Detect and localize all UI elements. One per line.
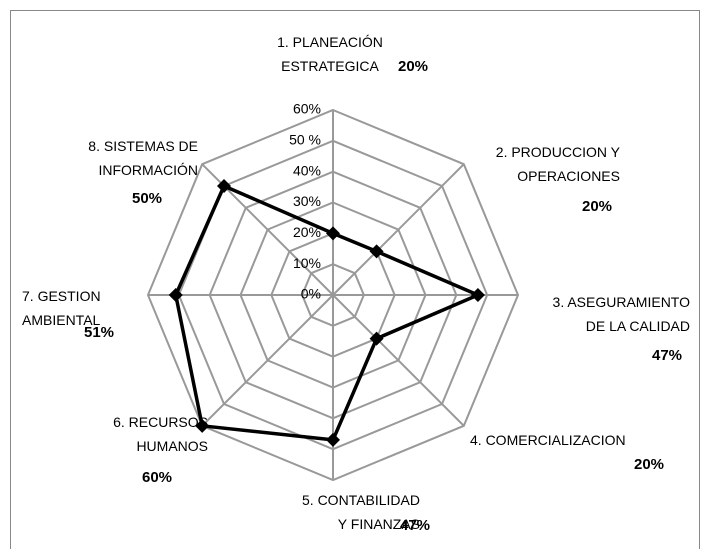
y-tick-label: 40% <box>293 162 321 178</box>
category-label: 8. SISTEMAS DE INFORMACIÓN <box>88 138 198 178</box>
category-label: 7. GESTION AMBIENTAL <box>22 288 101 328</box>
value-label: 47% <box>400 517 431 534</box>
y-tick-label: 20% <box>293 224 321 240</box>
category-label: 5. CONTABILIDAD Y FINANZAS <box>302 492 420 532</box>
category-label: 2. PRODUCCION Y OPERACIONES <box>495 144 620 184</box>
y-tick-label: 10% <box>293 255 321 271</box>
marker <box>369 244 384 259</box>
spoke <box>332 163 465 296</box>
y-tick-label: 30% <box>293 193 321 209</box>
marker <box>216 178 231 193</box>
category-label: 4. COMERCIALIZACION <box>470 432 626 448</box>
value-label: 47% <box>652 347 683 364</box>
marker <box>326 226 340 241</box>
marker <box>369 331 384 346</box>
value-label: 20% <box>634 456 665 473</box>
value-label: 20% <box>582 198 613 215</box>
value-label: 51% <box>84 324 115 341</box>
marker <box>470 288 485 302</box>
y-tick-label: 0% <box>301 286 321 302</box>
y-tick-label: 60% <box>293 101 321 117</box>
category-label: 3. ASEGURAMIENTO DE LA CALIDAD <box>552 294 690 334</box>
y-tick-label: 50 % <box>289 132 321 148</box>
series-line <box>174 184 480 442</box>
category-label: 6. RECURSOS HUMANOS <box>113 414 208 454</box>
value-label: 50% <box>132 190 163 207</box>
spoke <box>201 294 334 427</box>
value-label: 60% <box>142 469 173 486</box>
category-label: 1. PLANEACIÓN ESTRATEGICA <box>277 34 383 74</box>
spoke <box>332 294 465 427</box>
marker <box>326 432 340 447</box>
chart-frame <box>10 10 700 549</box>
value-label: 20% <box>398 58 429 75</box>
marker <box>195 418 210 433</box>
marker <box>168 288 183 302</box>
